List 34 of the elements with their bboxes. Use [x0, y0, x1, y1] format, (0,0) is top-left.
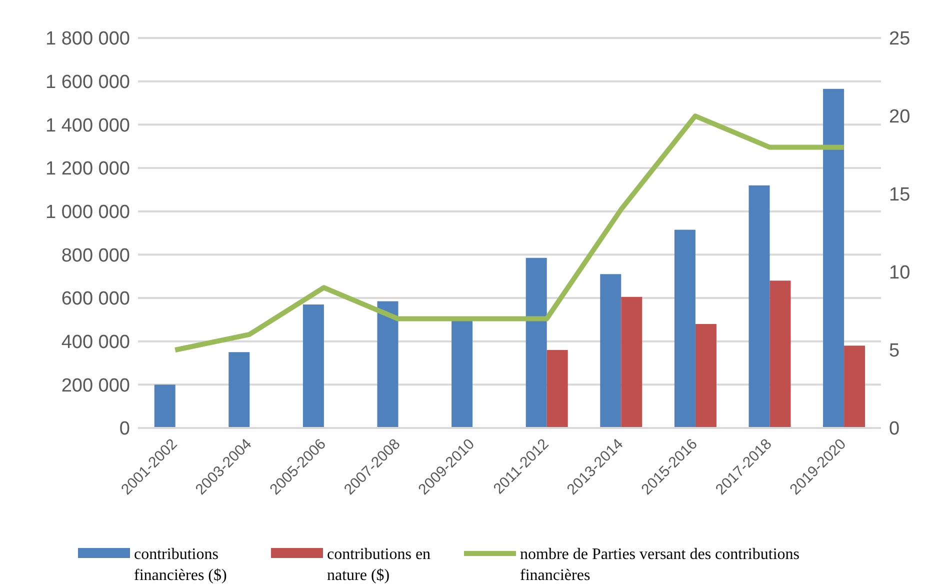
y2-tick-label: 15: [889, 184, 910, 206]
y-tick-label: 200 000: [61, 375, 130, 396]
bar: [770, 280, 791, 428]
legend-label: contributions en nature ($): [327, 545, 432, 585]
y2-tick-label: 0: [889, 418, 900, 440]
bar: [695, 324, 716, 428]
y-tick-label: 0: [119, 418, 130, 440]
bar: [526, 258, 547, 428]
y-tick-label: 1 600 000: [45, 72, 130, 94]
bar: [674, 230, 696, 428]
y2-tick-label: 20: [889, 106, 910, 128]
y2-tick-label: 25: [889, 28, 910, 50]
y-tick-label: 800 000: [61, 245, 130, 266]
y2-tick-label: 5: [889, 340, 900, 362]
bar: [377, 301, 398, 428]
bar: [823, 88, 844, 428]
bar: [844, 346, 866, 428]
bar: [600, 274, 622, 428]
bar: [748, 185, 770, 428]
y-tick-label: 600 000: [61, 288, 130, 310]
legend-label: contributions financières ($): [134, 545, 228, 585]
bar: [452, 320, 473, 428]
y-tick-label: 1 200 000: [45, 158, 130, 180]
y-tick-label: 1 800 000: [45, 28, 130, 50]
bar: [228, 352, 250, 428]
bar: [546, 350, 568, 428]
bar: [154, 384, 176, 428]
y2-tick-label: 10: [889, 262, 910, 284]
bar: [302, 304, 324, 428]
y-tick-label: 1 400 000: [45, 115, 130, 136]
legend-label: nombre de Parties versant des contributions financières: [520, 545, 800, 585]
bar: [621, 296, 642, 428]
y-tick-label: 1 000 000: [45, 202, 130, 224]
y-tick-label: 400 000: [61, 332, 130, 354]
